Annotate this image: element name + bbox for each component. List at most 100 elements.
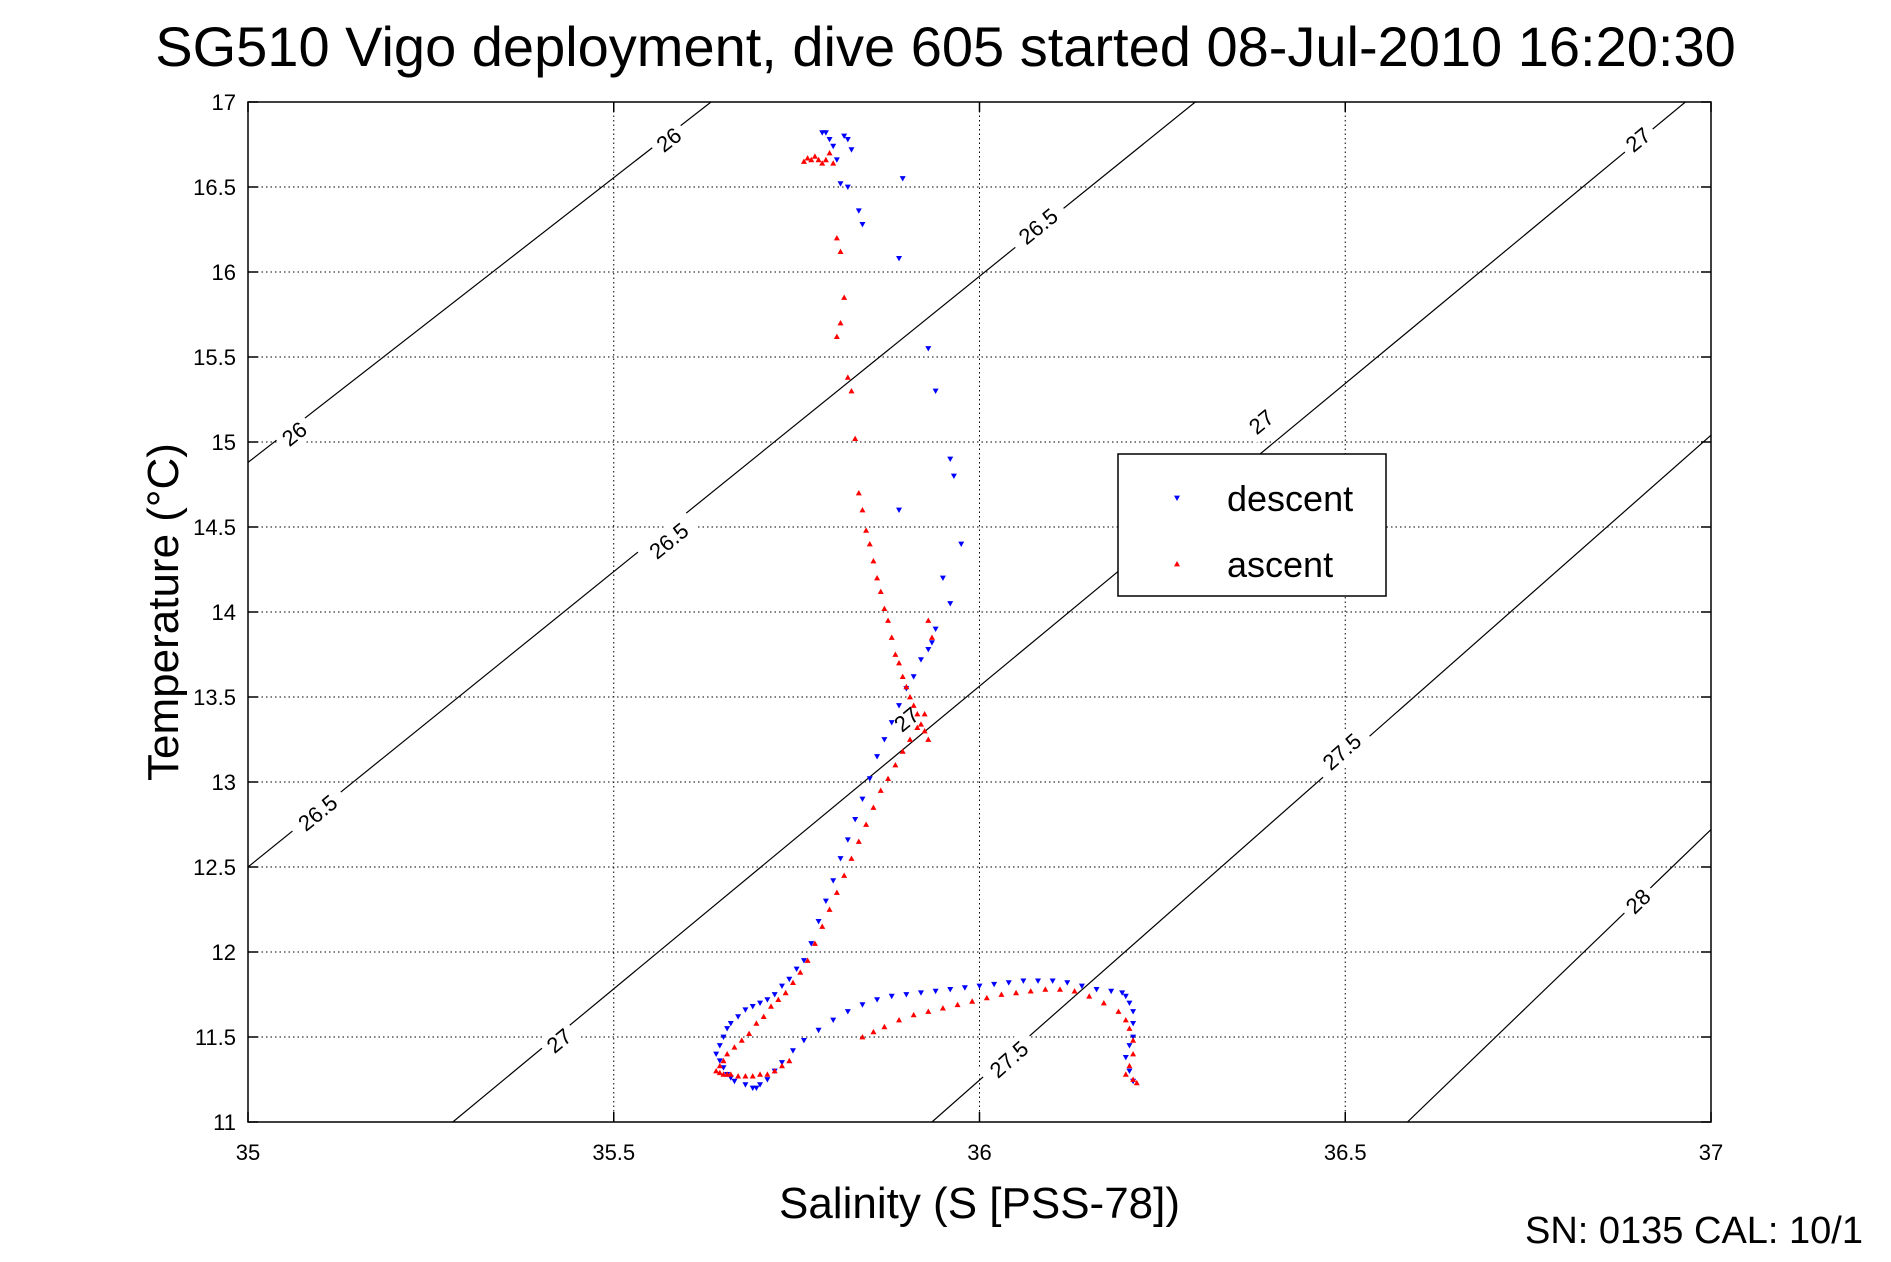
contour-label-bg: [536, 1018, 582, 1062]
data-point-descent: [771, 992, 778, 998]
data-point-ascent: [768, 1003, 775, 1009]
data-point-descent: [958, 541, 965, 547]
data-point-descent: [939, 575, 946, 581]
data-point-descent: [976, 983, 983, 989]
data-point-descent: [1108, 988, 1115, 995]
data-point-ascent: [899, 673, 906, 679]
data-point-ascent: [833, 333, 840, 339]
data-point-ascent: [859, 1034, 866, 1040]
data-point-descent: [899, 176, 906, 182]
y-tick-label: 13: [212, 770, 236, 795]
contour-label: 27: [536, 1018, 582, 1062]
data-point-descent: [727, 1021, 734, 1027]
data-point-descent: [1093, 987, 1100, 993]
data-point-ascent: [885, 617, 892, 623]
data-point-ascent: [841, 294, 848, 300]
data-point-descent: [793, 966, 800, 972]
legend-label-descent: descent: [1227, 478, 1353, 519]
data-point-descent: [1064, 980, 1071, 986]
data-point-ascent: [841, 872, 848, 878]
data-point-descent: [1130, 1021, 1137, 1027]
data-point-ascent: [727, 1071, 734, 1077]
contour-label: 26.5: [636, 511, 701, 571]
data-point-descent: [881, 737, 888, 743]
x-axis-label: Salinity (S [PSS-78]): [779, 1179, 1180, 1228]
legend-marker-ascent: [1174, 561, 1180, 567]
data-point-ascent: [833, 889, 840, 895]
y-axis-label: Temperature (°C): [139, 443, 188, 781]
data-point-descent: [716, 1043, 723, 1049]
data-point-descent: [837, 181, 844, 187]
contour-label-bg: [1615, 879, 1660, 923]
data-point-ascent: [925, 736, 932, 742]
data-point-ascent: [811, 153, 818, 159]
data-point-ascent: [1027, 988, 1034, 994]
data-point-descent: [888, 720, 895, 726]
data-point-descent: [815, 1027, 822, 1034]
data-point-ascent: [1122, 1071, 1129, 1077]
data-point-descent: [947, 601, 954, 607]
data-point-descent: [1126, 1068, 1133, 1074]
data-point-descent: [833, 157, 840, 163]
data-point-ascent: [1126, 1025, 1133, 1031]
data-point-descent: [859, 1002, 866, 1008]
data-point-ascent: [1130, 1051, 1137, 1057]
legend: descent ascent: [1117, 453, 1387, 597]
x-tick-label: 36: [967, 1140, 991, 1165]
data-point-ascent: [786, 1057, 793, 1064]
data-point-descent: [1035, 978, 1042, 984]
contour-label-bg: [884, 697, 929, 741]
contour-lines: [248, 102, 1711, 1122]
y-tick-label: 14.5: [193, 515, 236, 540]
data-point-ascent: [870, 804, 877, 810]
series-ascent: [713, 150, 1140, 1086]
data-point-descent: [1122, 1055, 1129, 1061]
data-point-descent: [822, 130, 829, 136]
data-point-descent: [800, 1038, 807, 1044]
data-point-descent: [841, 133, 848, 139]
data-point-descent: [1122, 993, 1129, 1000]
data-point-descent: [866, 776, 873, 782]
y-tick-label: 15: [212, 430, 236, 455]
data-point-ascent: [925, 617, 932, 623]
data-point-ascent: [903, 683, 910, 690]
contour-line: [931, 434, 1711, 1122]
x-tick-label: 35: [236, 1140, 260, 1165]
data-point-ascent: [855, 838, 862, 844]
data-point-ascent: [954, 1001, 961, 1008]
data-point-descent: [896, 256, 903, 262]
data-point-ascent: [749, 1073, 756, 1079]
contour-label-bg: [1005, 196, 1071, 256]
data-point-ascent: [896, 660, 903, 666]
data-point-descent: [950, 473, 957, 479]
data-point-ascent: [969, 998, 976, 1004]
data-point-ascent: [910, 702, 917, 708]
data-point-ascent: [1013, 989, 1020, 996]
legend-label-ascent: ascent: [1227, 544, 1333, 585]
data-point-descent: [932, 626, 939, 632]
data-point-descent: [742, 1007, 749, 1013]
data-point-ascent: [837, 320, 844, 326]
data-point-ascent: [885, 775, 892, 781]
data-point-descent: [830, 878, 837, 884]
data-point-ascent: [855, 490, 862, 496]
data-point-descent: [917, 657, 924, 663]
y-tick-label: 17: [212, 90, 236, 115]
data-point-descent: [947, 456, 954, 462]
data-point-ascent: [797, 969, 804, 975]
data-point-descent: [874, 997, 881, 1003]
footer-calibration-text: SN: 0135 CAL: 10/1: [1525, 1210, 1863, 1252]
data-point-ascent: [921, 711, 928, 717]
contour-label: 27.5: [976, 1028, 1041, 1090]
data-point-descent: [1049, 978, 1056, 984]
data-point-ascent: [800, 158, 807, 164]
data-point-descent: [855, 208, 862, 214]
data-point-descent: [1130, 1009, 1137, 1015]
data-point-descent: [786, 976, 793, 983]
data-point-descent: [778, 1060, 785, 1066]
data-point-descent: [1078, 983, 1085, 989]
data-point-ascent: [921, 728, 928, 734]
data-point-descent: [917, 990, 924, 996]
data-point-ascent: [1130, 1076, 1137, 1082]
